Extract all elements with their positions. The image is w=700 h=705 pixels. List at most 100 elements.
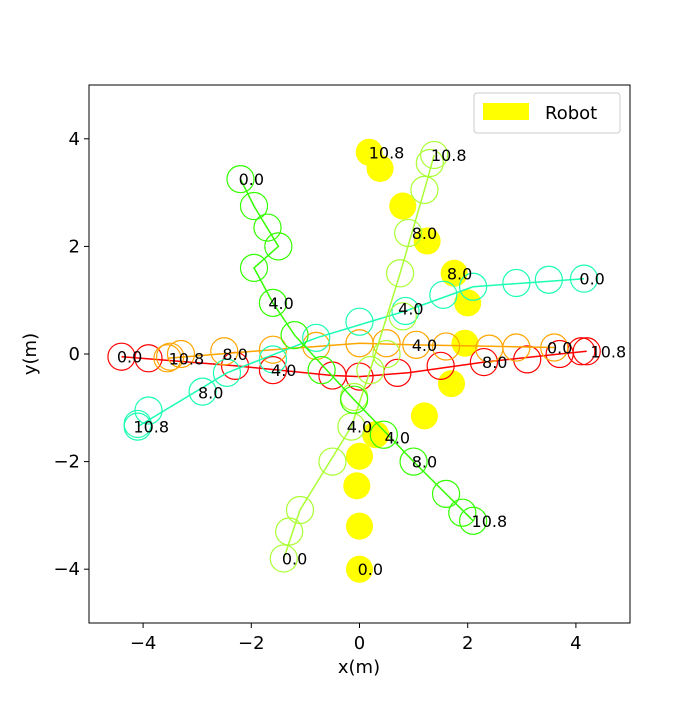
x-tick-label: −4: [130, 633, 157, 654]
robot-time-label: 8.0: [447, 264, 472, 283]
human-5-position-marker: [458, 506, 488, 535]
human-4-time-label: 4.0: [347, 418, 372, 437]
human-3-time-label: 4.0: [398, 299, 423, 318]
human-4-position-marker: [318, 447, 347, 476]
human-5-position-marker: [239, 191, 269, 221]
human-5-position-marker: [226, 165, 255, 194]
x-tick-label: 4: [570, 633, 581, 654]
x-tick-label: −2: [238, 633, 265, 654]
human-3-position-marker: [345, 307, 374, 336]
robot-time-label: 4.0: [385, 428, 410, 447]
human-3-position-marker: [429, 280, 458, 309]
axes: −4 −2 0 2 4 −4 −2 0 2 4: [53, 129, 581, 654]
human-4-position-marker: [410, 175, 439, 205]
human-5-time-label: 4.0: [268, 294, 293, 313]
human-3-time-label: 10.8: [133, 418, 169, 437]
robot-position-marker: [451, 329, 479, 357]
human-1-position-marker: [469, 347, 499, 377]
human-1-trajectory-line: [121, 350, 587, 378]
human-4-position-marker: [269, 544, 298, 573]
human-5-time-label: 10.8: [472, 512, 508, 531]
x-axis-label: x(m): [338, 657, 380, 678]
human-5-position-marker: [239, 253, 269, 283]
robot-position-marker: [343, 472, 371, 500]
human-3-position-marker: [123, 412, 152, 441]
robot-position-marker: [345, 555, 374, 583]
human-1-position-marker: [572, 337, 601, 366]
time-labels: 0.04.08.010.80.04.0 8.010.80.04.08.010.80…: [117, 143, 626, 579]
robot-position-marker: [362, 421, 390, 449]
human-1-time-label: 10.8: [591, 342, 627, 361]
y-tick-label: −4: [53, 559, 80, 580]
human-1-time-label: 4.0: [271, 361, 296, 380]
human-2-time-label: 0.0: [547, 339, 572, 358]
human-5-position-marker: [280, 321, 309, 350]
human-3-trajectory-line: [137, 277, 585, 428]
human-2-position-marker: [431, 332, 461, 361]
y-tick-label: 4: [69, 129, 80, 150]
human-2-trajectory-line: [167, 342, 555, 360]
human-4-time-label: 10.8: [431, 146, 467, 165]
human-5-position-marker: [253, 213, 282, 242]
human-4-time-label: 0.0: [282, 549, 307, 568]
human-5-position-marker: [369, 420, 398, 449]
robot-position-marker: [410, 402, 438, 430]
x-tick-label: 0: [354, 633, 365, 654]
legend: Robot: [473, 92, 621, 134]
human-2-time-label: 10.8: [169, 349, 205, 368]
human-5-position-marker: [399, 447, 428, 476]
human-4-position-marker: [385, 259, 415, 288]
human-4-position-marker: [372, 339, 401, 369]
human-3-position-marker: [212, 358, 242, 387]
human-5-trajectory-line: [239, 178, 474, 522]
robot-position-marker: [345, 512, 374, 540]
human-2-position-marker: [475, 334, 504, 363]
human-5-time-label: 0.0: [239, 170, 264, 189]
human-3-time-label: 8.0: [198, 384, 223, 403]
human-4-position-marker: [388, 302, 417, 331]
human-3-time-label: 0.0: [579, 270, 604, 289]
human-2-time-label: 8.0: [222, 345, 247, 364]
y-tick-label: −2: [53, 452, 80, 473]
human-1-position-marker: [258, 356, 288, 385]
human-3-position-marker: [188, 377, 217, 406]
plot-area: [107, 138, 601, 583]
robot-position-marker: [345, 442, 374, 470]
human-5-position-marker: [307, 356, 336, 385]
robot-position-marker: [355, 138, 383, 166]
legend-swatch-robot: [483, 103, 529, 120]
human-5-position-marker: [258, 288, 288, 318]
human-4-position-marker: [285, 495, 315, 525]
robot-time-label: 10.8: [369, 143, 405, 162]
human-1-time-label: 0.0: [117, 348, 142, 367]
human-2-position-marker: [153, 344, 182, 373]
legend-label-robot: Robot: [545, 103, 597, 124]
human-5-time-label: 8.0: [412, 453, 437, 472]
human-2-time-label: 4.0: [412, 336, 437, 355]
x-tick-label: 2: [462, 633, 473, 654]
y-tick-label: 2: [69, 236, 80, 257]
human-3-position-marker: [302, 323, 331, 352]
human-2-position-marker: [210, 337, 239, 366]
human-5-position-marker: [264, 232, 293, 261]
human-4-trajectory-line: [283, 154, 435, 559]
robot-position-marker: [389, 192, 417, 220]
y-tick-label: 0: [69, 344, 80, 365]
human-4-position-marker: [356, 356, 385, 385]
robot-position-marker: [413, 227, 441, 255]
human-5-position-marker: [431, 479, 461, 509]
human-3-position-marker: [458, 272, 488, 301]
human-3-position-marker: [569, 264, 599, 293]
human-2-position-marker: [166, 339, 196, 369]
human-4-time-label: 8.0: [412, 224, 437, 243]
robot-position-marker: [437, 370, 465, 398]
human-1-time-label: 8.0: [482, 353, 507, 372]
human-5-position-marker: [448, 498, 477, 527]
human-3-position-marker: [391, 296, 420, 326]
human-4-position-marker: [415, 148, 444, 178]
robot-position-marker: [454, 289, 482, 317]
human-4-position-marker: [420, 140, 449, 170]
human-5-position-marker: [339, 385, 369, 414]
